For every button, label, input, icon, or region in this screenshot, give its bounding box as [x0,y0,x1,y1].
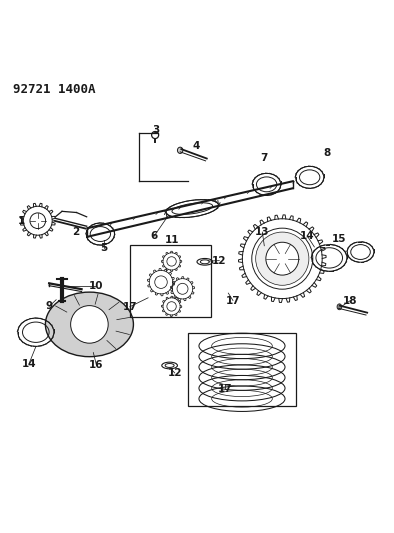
Bar [188,333,296,406]
Ellipse shape [45,292,134,357]
Text: 15: 15 [331,234,346,244]
Text: 17: 17 [218,384,232,393]
Ellipse shape [177,147,183,154]
Text: 9: 9 [46,301,53,311]
Text: 3: 3 [153,125,160,135]
Text: 17: 17 [226,295,240,305]
Text: 14: 14 [21,359,36,369]
Text: 92721 1400A: 92721 1400A [13,83,96,95]
Text: 16: 16 [89,360,104,370]
Text: 8: 8 [323,148,331,158]
Text: 1: 1 [18,216,25,226]
Text: 7: 7 [260,153,268,163]
Text: 14: 14 [300,231,315,241]
Text: 4: 4 [192,141,199,151]
Text: 6: 6 [151,231,158,241]
Text: 10: 10 [89,281,103,291]
Ellipse shape [337,304,342,310]
Text: 2: 2 [72,227,79,237]
Text: 11: 11 [164,235,179,245]
Text: 12: 12 [167,368,182,378]
Circle shape [266,242,299,275]
Text: 5: 5 [100,243,108,253]
Text: 18: 18 [343,295,358,305]
Circle shape [71,305,108,343]
Text: 17: 17 [123,302,137,312]
Circle shape [256,232,309,285]
Text: 12: 12 [212,256,227,265]
Bar [130,245,211,317]
Text: 13: 13 [255,227,269,237]
